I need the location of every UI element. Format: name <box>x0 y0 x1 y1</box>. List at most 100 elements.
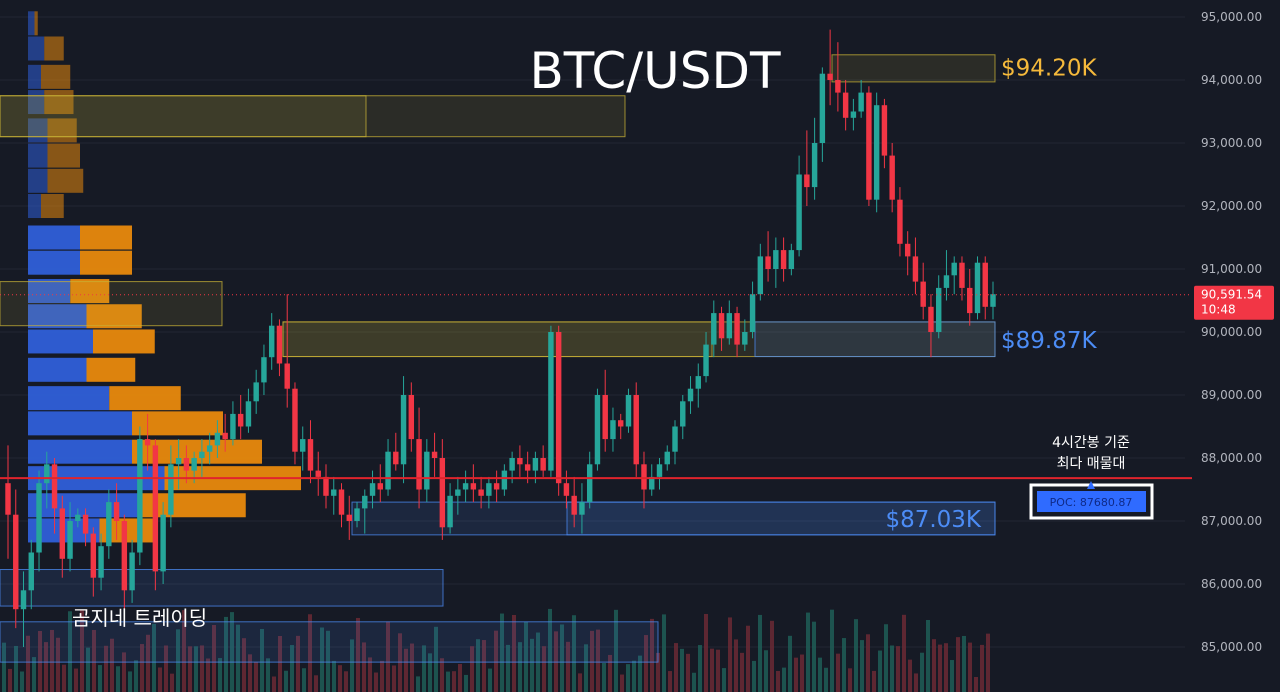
profile-sell-bar <box>41 64 71 89</box>
y-tick-label: 91,000.00 <box>1201 262 1262 276</box>
candle-body <box>106 502 112 547</box>
volume-bar <box>674 643 678 692</box>
volume-bar <box>956 637 960 692</box>
volume-bar <box>512 614 516 692</box>
volume-bar <box>386 621 390 692</box>
candle-body <box>951 262 957 276</box>
candle-body <box>904 243 911 257</box>
volume-bar <box>968 642 972 692</box>
volume-bar <box>38 630 42 692</box>
candle-body <box>408 395 415 440</box>
level-label-8703: $87.03K <box>885 507 981 533</box>
candle-body <box>718 313 725 339</box>
candle-body <box>144 439 151 446</box>
volume-bar <box>272 676 276 692</box>
candle-body <box>338 489 345 515</box>
volume-bar <box>914 673 918 692</box>
volume-bar <box>314 675 318 692</box>
profile-sell-bar <box>86 304 142 329</box>
y-tick-label: 85,000.00 <box>1201 640 1262 654</box>
volume-bar <box>734 639 738 692</box>
candle-body <box>385 451 391 490</box>
volume-bar <box>524 621 528 692</box>
volume-bar <box>44 642 48 692</box>
candle-body <box>206 445 213 452</box>
profile-buy-bar <box>28 439 132 464</box>
candle-body <box>711 313 717 345</box>
volume-bar <box>56 637 60 692</box>
candle-body <box>377 483 383 490</box>
candle-body <box>982 262 988 307</box>
candle-body <box>447 495 453 528</box>
volume-bar <box>458 663 462 692</box>
volume-bar <box>884 624 888 692</box>
candle-body <box>237 413 244 427</box>
y-tick-label: 93,000.00 <box>1201 136 1262 150</box>
candle-body <box>486 483 492 496</box>
volume-bar <box>644 635 648 692</box>
volume-bar <box>212 624 216 692</box>
y-tick-label: 88,000.00 <box>1201 451 1262 465</box>
candle-body <box>765 256 771 269</box>
candle-body <box>245 401 252 427</box>
volume-bar <box>842 638 846 692</box>
volume-bar <box>902 614 906 692</box>
profile-buy-bar <box>28 225 80 250</box>
volume-bar <box>926 619 930 692</box>
candle-body <box>866 92 872 200</box>
volume-bar <box>26 635 30 692</box>
volume-bar <box>302 668 306 692</box>
volume-bar <box>104 645 108 692</box>
current-price-value: 90,591.54 <box>1201 288 1262 302</box>
watermark: 곰지네 트레이딩 <box>72 606 207 630</box>
volume-bar <box>176 629 180 692</box>
volume-bar <box>578 673 582 692</box>
volume-bar <box>530 638 534 692</box>
volume-bar <box>446 671 450 692</box>
volume-bar <box>410 643 414 692</box>
volume-bar <box>2 642 6 692</box>
volume-bar <box>8 668 12 692</box>
volume-bar <box>476 639 480 692</box>
profile-buy-bar <box>28 64 41 89</box>
volume-bar <box>98 665 102 692</box>
volume-bar <box>596 629 600 692</box>
candle-body <box>230 413 236 440</box>
volume-bar <box>812 621 816 692</box>
candle-body <box>687 388 694 402</box>
volume-bar <box>356 617 360 692</box>
volume-bar <box>860 640 864 692</box>
candle-body <box>633 395 639 465</box>
candle-body <box>517 458 523 465</box>
volume-bar <box>758 614 762 692</box>
poc-marker-icon <box>1087 481 1095 489</box>
candle-body <box>602 395 608 440</box>
volume-bar <box>896 646 900 692</box>
candle-body <box>292 388 298 452</box>
y-tick-label: 90,000.00 <box>1201 325 1262 339</box>
volume-bar <box>206 658 210 692</box>
candle-body <box>935 287 942 332</box>
volume-bar <box>932 639 936 692</box>
candle-body <box>873 105 880 200</box>
candle-body <box>788 250 795 269</box>
volume-bar <box>872 670 876 692</box>
y-tick-label: 89,000.00 <box>1201 388 1262 402</box>
volume-bar <box>848 668 852 692</box>
volume-bar <box>866 634 870 692</box>
profile-sell-bar <box>44 90 74 115</box>
candle-body <box>160 514 166 572</box>
price-zone <box>566 501 996 536</box>
candle-body <box>307 439 314 471</box>
volume-bar <box>824 667 828 692</box>
volume-bar <box>836 653 840 692</box>
candle-body <box>152 445 159 572</box>
volume-bar <box>722 668 726 692</box>
profile-buy-bar <box>28 143 48 168</box>
profile-sell-bar <box>47 168 84 193</box>
candle-body <box>13 514 19 610</box>
volume-bar <box>182 610 186 692</box>
volume-bar <box>950 660 954 692</box>
